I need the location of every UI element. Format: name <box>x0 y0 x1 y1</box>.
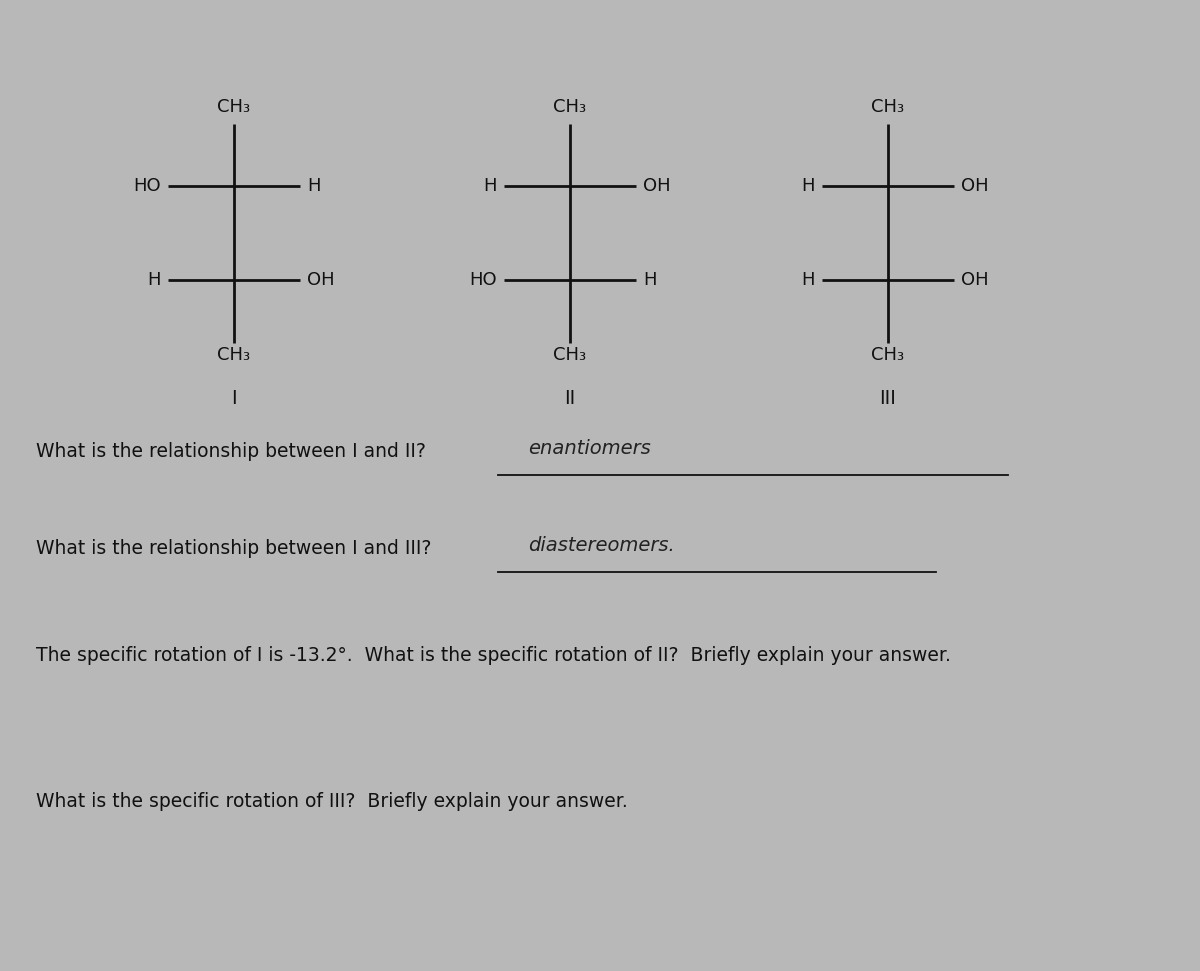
Text: CH₃: CH₃ <box>553 347 587 364</box>
Text: HO: HO <box>133 178 161 195</box>
Text: H: H <box>148 271 161 288</box>
Text: What is the relationship between I and II?: What is the relationship between I and I… <box>36 442 426 461</box>
Text: CH₃: CH₃ <box>553 98 587 116</box>
Text: H: H <box>802 271 815 288</box>
Text: OH: OH <box>307 271 335 288</box>
Text: HO: HO <box>469 271 497 288</box>
Text: CH₃: CH₃ <box>217 98 251 116</box>
Text: What is the specific rotation of III?  Briefly explain your answer.: What is the specific rotation of III? Br… <box>36 791 628 811</box>
Text: I: I <box>232 389 236 408</box>
Text: CH₃: CH₃ <box>217 347 251 364</box>
Text: H: H <box>307 178 320 195</box>
Text: H: H <box>643 271 656 288</box>
Text: II: II <box>564 389 576 408</box>
Text: CH₃: CH₃ <box>871 347 905 364</box>
Text: OH: OH <box>961 271 989 288</box>
Text: H: H <box>802 178 815 195</box>
Text: enantiomers: enantiomers <box>528 439 650 458</box>
Text: H: H <box>484 178 497 195</box>
Text: What is the relationship between I and III?: What is the relationship between I and I… <box>36 539 431 558</box>
Text: CH₃: CH₃ <box>871 98 905 116</box>
Text: diastereomers.: diastereomers. <box>528 536 674 555</box>
Text: III: III <box>880 389 896 408</box>
Text: OH: OH <box>643 178 671 195</box>
Text: The specific rotation of I is -13.2°.  What is the specific rotation of II?  Bri: The specific rotation of I is -13.2°. Wh… <box>36 646 950 665</box>
Text: OH: OH <box>961 178 989 195</box>
